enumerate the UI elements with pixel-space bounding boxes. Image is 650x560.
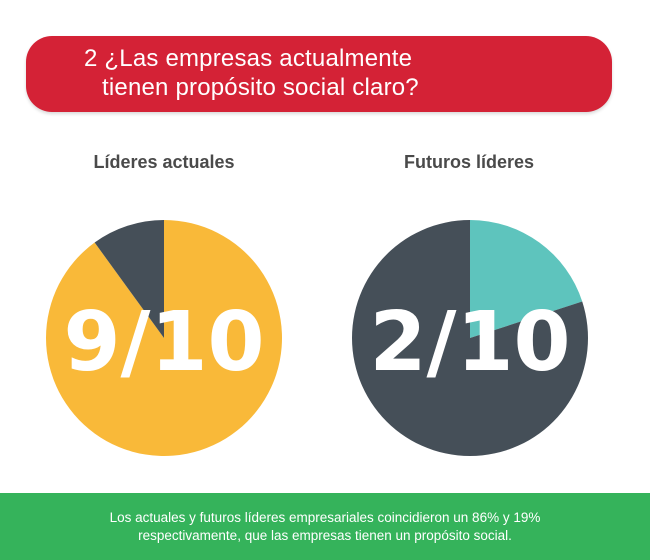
pie-slice-1-1	[352, 220, 588, 456]
question-banner: 2 ¿Las empresas actualmente tienen propó…	[26, 36, 612, 112]
footer-note: Los actuales y futuros líderes empresari…	[0, 493, 650, 560]
fraction-label-current-leaders: 9/10	[63, 295, 264, 390]
footer-line-1: Los actuales y futuros líderes empresari…	[109, 509, 541, 525]
chart-title-future-leaders: Futuros líderes	[403, 152, 535, 172]
pie-slice-1-0	[470, 220, 583, 338]
pie-current-leaders	[45, 220, 282, 456]
chart-title-current-leaders: Líderes actuales	[93, 152, 235, 172]
question-line-2: tienen propósito social claro?	[102, 74, 419, 101]
pie-slice-0-1	[94, 220, 164, 338]
question-line-1: 2 ¿Las empresas actualmente	[84, 45, 413, 72]
fraction-label-future-leaders: 2/10	[369, 295, 570, 390]
footer-line-2: respectivamente, que las empresas tienen…	[138, 527, 512, 543]
pie-future-leaders	[352, 220, 588, 456]
